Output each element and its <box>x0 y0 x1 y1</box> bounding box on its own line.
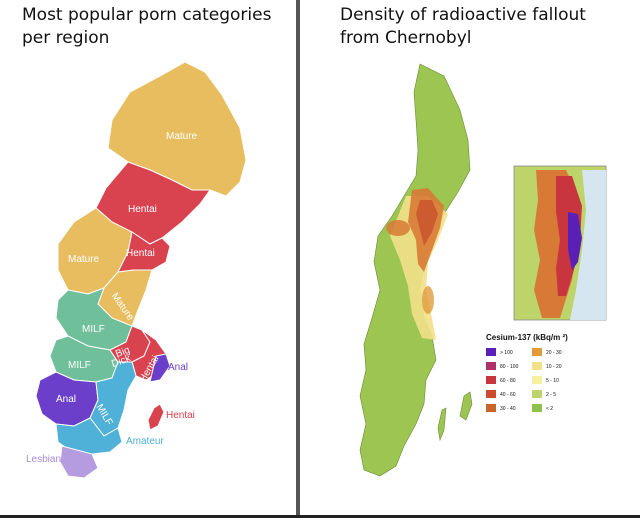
legend-swatch-lt2 <box>532 404 542 412</box>
right-panel-title: Density of radioactive fallout from Cher… <box>340 4 600 50</box>
fallout-legend: > 100 80 - 100 60 - 80 40 - 60 30 - 40 2… <box>486 348 562 412</box>
legend-label-gt100: > 100 <box>500 350 513 356</box>
legend-swatch-2-5 <box>532 390 542 398</box>
legend-label-lt2: < 2 <box>546 406 553 412</box>
label-skane-lesbian: Lesbian <box>26 454 61 465</box>
legend-label-2-5: 2 - 5 <box>546 392 556 398</box>
region-gotland-hentai <box>147 403 165 431</box>
left-title-line2: per region <box>22 28 110 48</box>
label-smaland-amateur: Amateur <box>126 436 164 447</box>
label-gotland-hentai: Hentai <box>166 410 195 421</box>
sweden-category-map: Mature Hentai Hentai Mature Mature MILF … <box>26 61 247 479</box>
legend-swatch-40-60 <box>486 390 496 398</box>
left-title-line1: Most popular porn categories <box>22 5 272 25</box>
label-east-anal: Anal <box>168 362 188 373</box>
panel-divider <box>296 0 300 518</box>
legend-swatch-5-10 <box>532 376 542 384</box>
label-west-milf: MILF <box>68 360 91 371</box>
fallout-inset-purple <box>568 212 582 270</box>
sweden-fallout-map: Cesium-137 (kBq/m ²) > 100 80 - 100 60 -… <box>359 63 607 477</box>
label-north-mature: Mature <box>166 131 198 142</box>
bottom-rule <box>0 515 640 518</box>
porn-category-map-panel: Most popular porn categories per region <box>22 4 292 479</box>
legend-swatch-80-100 <box>486 362 496 370</box>
label-jamtland-mature: Mature <box>68 254 100 265</box>
legend-label-30-40: 30 - 40 <box>500 406 516 412</box>
chernobyl-fallout-map-panel: Density of radioactive fallout from Cher… <box>320 0 640 518</box>
fallout-gotland <box>459 391 473 421</box>
fallout-hot-spot-3 <box>422 286 434 314</box>
legend-swatch-30-40 <box>486 404 496 412</box>
label-dalarna-milf: MILF <box>82 324 105 335</box>
legend-label-80-100: 80 - 100 <box>500 364 519 370</box>
fallout-hot-zone-core <box>416 200 438 246</box>
legend-label-5-10: 5 - 10 <box>546 378 559 384</box>
legend-label-60-80: 60 - 80 <box>500 378 516 384</box>
region-ostergotland-milf <box>89 361 137 437</box>
legend-swatch-gt100 <box>486 348 496 356</box>
label-bigdick-line1: Big <box>114 345 131 360</box>
region-vasternorrland-hentai <box>117 231 171 273</box>
fallout-hot-spot-2 <box>386 220 410 236</box>
label-vastragotaland-anal: Anal <box>56 394 76 405</box>
label-vasternorrland-hentai: Hentai <box>126 248 155 259</box>
legend-swatch-10-20 <box>532 362 542 370</box>
legend-label-10-20: 10 - 20 <box>546 364 562 370</box>
left-panel-title: Most popular porn categories per region <box>22 4 292 50</box>
legend-label-20-30: 20 - 30 <box>546 350 562 356</box>
right-title-line2: from Chernobyl <box>340 28 472 48</box>
legend-label-40-60: 40 - 60 <box>500 392 516 398</box>
region-skane-lesbian <box>59 445 99 479</box>
right-title-line1: Density of radioactive fallout <box>340 5 586 25</box>
legend-swatch-60-80 <box>486 376 496 384</box>
legend-swatch-20-30 <box>532 348 542 356</box>
fallout-oland <box>437 407 447 442</box>
region-east-anal <box>149 353 171 383</box>
fallout-legend-title: Cesium-137 (kBq/m ²) <box>486 333 568 342</box>
fallout-inset-sea <box>570 170 606 320</box>
label-vasterbotten-hentai: Hentai <box>128 204 157 215</box>
